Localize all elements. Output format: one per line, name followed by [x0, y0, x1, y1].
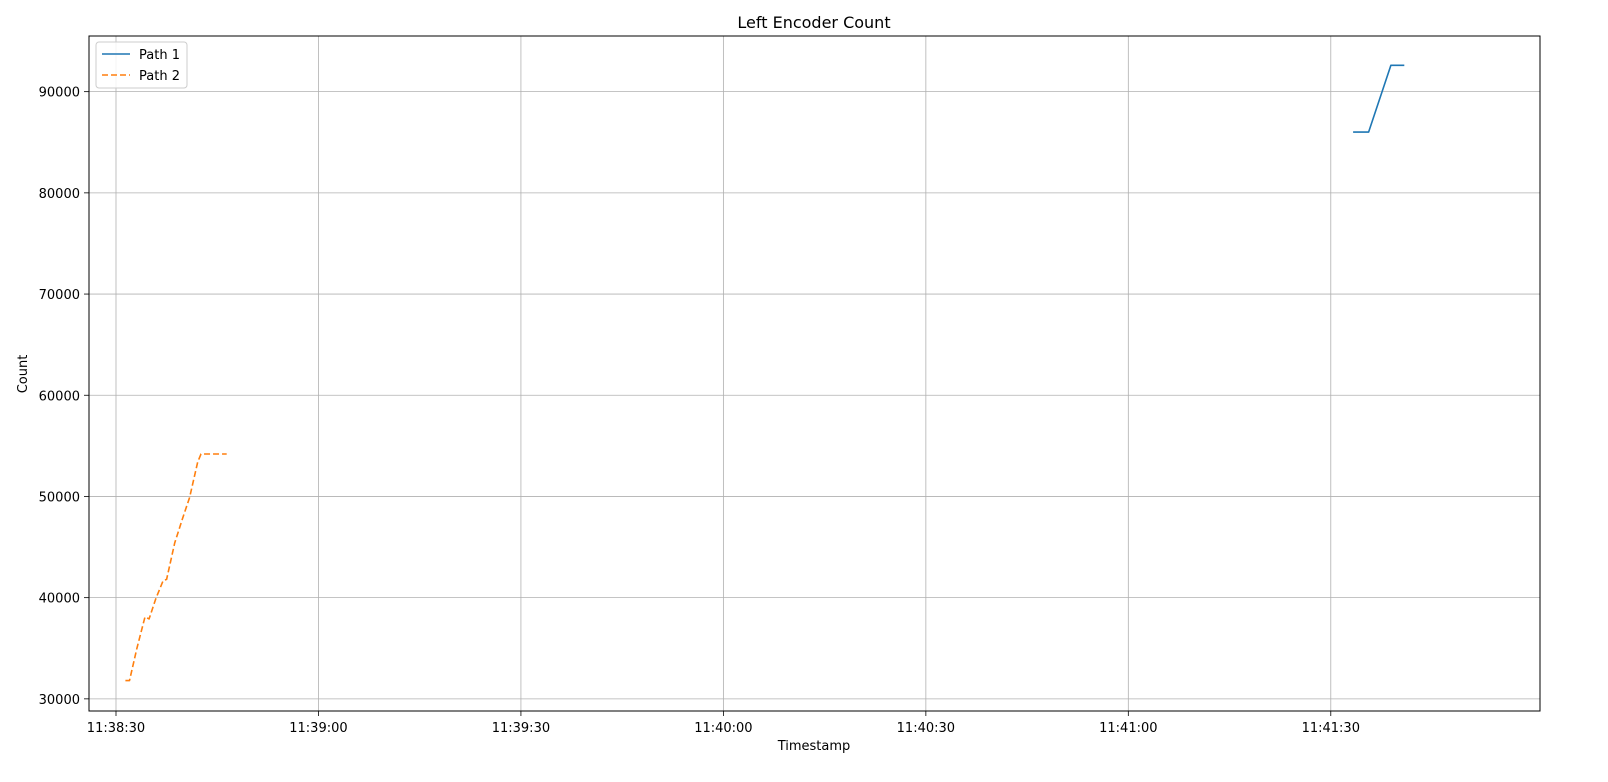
y-tick-label: 50000 [39, 490, 80, 505]
y-tick-label: 70000 [39, 288, 80, 303]
series-line-2 [125, 453, 227, 682]
x-tick-label: 11:40:00 [694, 721, 752, 736]
chart-title: Left Encoder Count [737, 13, 890, 32]
y-tick-label: 90000 [39, 86, 80, 101]
legend: Path 1 Path 2 [95, 41, 188, 89]
y-tick-label: 30000 [39, 693, 80, 708]
x-tick-label: 11:41:30 [1302, 721, 1360, 736]
x-axis-label: Timestamp [777, 739, 851, 754]
y-tick-label: 60000 [39, 389, 80, 404]
x-tick-label: 11:39:00 [289, 721, 347, 736]
y-tick-label: 40000 [39, 592, 80, 607]
x-tick-label: 11:39:30 [492, 721, 550, 736]
x-tick-label: 11:38:30 [87, 721, 145, 736]
y-axis-label: Count [16, 355, 31, 394]
grid [89, 36, 1540, 711]
x-tick-label: 11:40:30 [897, 721, 955, 736]
series-layer [125, 64, 1405, 682]
legend-label-2: Path 2 [139, 69, 180, 84]
x-tick-label: 11:41:00 [1099, 721, 1157, 736]
ticks: 11:38:30 11:39:00 11:39:30 11:40:00 11:40:30… [39, 86, 1360, 736]
legend-label-1: Path 1 [139, 48, 180, 63]
plot-frame [88, 35, 1541, 712]
y-tick-label: 80000 [39, 187, 80, 202]
series-line-1 [1353, 64, 1405, 133]
